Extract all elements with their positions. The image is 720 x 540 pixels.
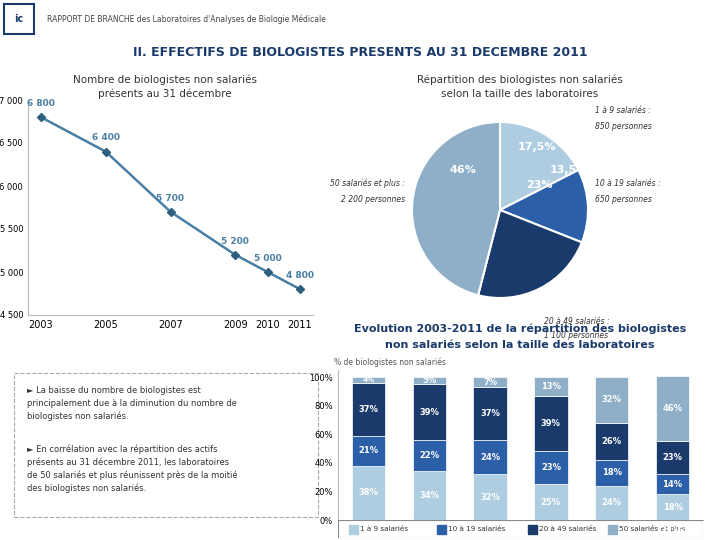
Text: selon la taille des laboratoires: selon la taille des laboratoires: [441, 89, 598, 99]
Bar: [473, 377, 507, 387]
Bar: [534, 484, 567, 520]
Bar: [351, 465, 385, 520]
Text: Nombre de biologistes non salariés: Nombre de biologistes non salariés: [73, 75, 257, 85]
Text: 37%: 37%: [359, 405, 378, 414]
Text: Répartition des biologistes non salariés: Répartition des biologistes non salariés: [417, 75, 623, 85]
Bar: [413, 471, 446, 520]
Text: 24%: 24%: [480, 453, 500, 462]
Text: 13%: 13%: [541, 382, 561, 391]
Text: Evolution 2003-2011 de la répartition des biologistes: Evolution 2003-2011 de la répartition de…: [354, 323, 686, 334]
Bar: [595, 423, 629, 460]
Text: ic: ic: [14, 14, 24, 24]
Text: 650 personnes: 650 personnes: [595, 195, 652, 204]
Text: 26%: 26%: [602, 437, 622, 446]
Text: RAPPORT DE BRANCHE des Laboratoires d'Analyses de Biologie Médicale: RAPPORT DE BRANCHE des Laboratoires d'An…: [47, 14, 325, 24]
Text: 4%: 4%: [362, 377, 374, 383]
Bar: [351, 436, 385, 465]
Text: 32%: 32%: [480, 492, 500, 502]
Bar: [534, 451, 567, 484]
Text: 10 à 19 salariés :: 10 à 19 salariés :: [595, 179, 661, 188]
Text: 38%: 38%: [359, 488, 378, 497]
Text: 23%: 23%: [662, 454, 683, 462]
Bar: [473, 440, 507, 474]
Text: 18%: 18%: [602, 468, 622, 477]
Text: 14%: 14%: [662, 480, 683, 489]
Text: 50 salariés et plus :: 50 salariés et plus :: [330, 179, 405, 188]
Wedge shape: [412, 122, 500, 295]
Bar: [413, 377, 446, 384]
Text: % de biologistes non salariés: % de biologistes non salariés: [333, 357, 446, 367]
Text: 25%: 25%: [541, 498, 561, 507]
Wedge shape: [500, 170, 588, 242]
Text: 10 à 19 salariés: 10 à 19 salariés: [448, 525, 505, 532]
Text: 2 200 personnes: 2 200 personnes: [341, 195, 405, 204]
Text: 50 salariés et plus: 50 salariés et plus: [619, 525, 685, 532]
Text: 7%: 7%: [483, 377, 497, 387]
Text: 46%: 46%: [449, 165, 477, 176]
Text: 34%: 34%: [419, 491, 439, 500]
Text: CHAPITRE I : EFFECTIFS EMPLOYES: CHAPITRE I : EFFECTIFS EMPLOYES: [369, 12, 642, 26]
Wedge shape: [478, 210, 582, 298]
Text: 6 800: 6 800: [27, 99, 55, 108]
Bar: [656, 376, 689, 441]
Text: 1 100 personnes: 1 100 personnes: [544, 332, 608, 340]
Text: II. EFFECTIFS DE BIOLOGISTES PRESENTS AU 31 DECEMBRE 2011: II. EFFECTIFS DE BIOLOGISTES PRESENTS AU…: [132, 46, 588, 59]
Bar: [349, 524, 358, 534]
Text: non salariés selon la taille des laboratoires: non salariés selon la taille des laborat…: [385, 340, 654, 350]
Text: 39%: 39%: [419, 408, 439, 417]
Bar: [595, 485, 629, 520]
Bar: [595, 377, 629, 423]
Bar: [608, 524, 617, 534]
Wedge shape: [500, 122, 578, 210]
Bar: [656, 474, 689, 494]
Bar: [473, 387, 507, 440]
Text: 21%: 21%: [359, 446, 379, 455]
Bar: [534, 396, 567, 451]
Text: 5 000: 5 000: [253, 254, 282, 263]
Text: ► La baisse du nombre de biologistes est
principalement due à la diminution du n: ► La baisse du nombre de biologistes est…: [27, 386, 237, 421]
Bar: [528, 524, 537, 534]
Text: 22%: 22%: [419, 451, 439, 460]
Bar: [413, 384, 446, 440]
Bar: [656, 494, 689, 520]
Text: 24%: 24%: [602, 498, 622, 508]
Text: 46%: 46%: [662, 404, 683, 413]
Text: 23%: 23%: [526, 180, 553, 191]
Text: 4 800: 4 800: [286, 271, 314, 280]
Text: 20 à 49 salariés :: 20 à 49 salariés :: [544, 318, 610, 326]
Text: 1 à 9 salariés: 1 à 9 salariés: [360, 525, 408, 532]
Bar: [351, 383, 385, 436]
Text: 850 personnes: 850 personnes: [595, 122, 652, 131]
Text: 1 à 9 salariés :: 1 à 9 salariés :: [595, 106, 651, 115]
Text: 18%: 18%: [662, 503, 683, 511]
Text: 6 400: 6 400: [91, 133, 120, 143]
Text: présents au 31 décembre: présents au 31 décembre: [98, 89, 232, 99]
Bar: [534, 377, 567, 396]
Text: 20 à 49 salariés: 20 à 49 salariés: [539, 525, 596, 532]
Text: 17,5%: 17,5%: [518, 141, 557, 152]
Text: 5 200: 5 200: [221, 237, 249, 246]
Bar: [656, 441, 689, 474]
Text: 13,5%: 13,5%: [549, 165, 588, 176]
Text: 5%: 5%: [422, 376, 436, 385]
Text: 39%: 39%: [541, 419, 561, 428]
Text: ► En corrélation avec la répartition des actifs
présents au 31 décembre 2011, le: ► En corrélation avec la répartition des…: [27, 444, 238, 493]
Bar: [436, 524, 446, 534]
Text: 37%: 37%: [480, 409, 500, 418]
Bar: [413, 440, 446, 471]
Text: 5 700: 5 700: [156, 194, 184, 202]
Text: 32%: 32%: [602, 395, 622, 404]
Bar: [595, 460, 629, 485]
Bar: [473, 474, 507, 520]
FancyBboxPatch shape: [14, 373, 318, 517]
Text: 23%: 23%: [541, 463, 561, 472]
Bar: [351, 377, 385, 383]
Text: 21/65: 21/65: [660, 526, 693, 536]
